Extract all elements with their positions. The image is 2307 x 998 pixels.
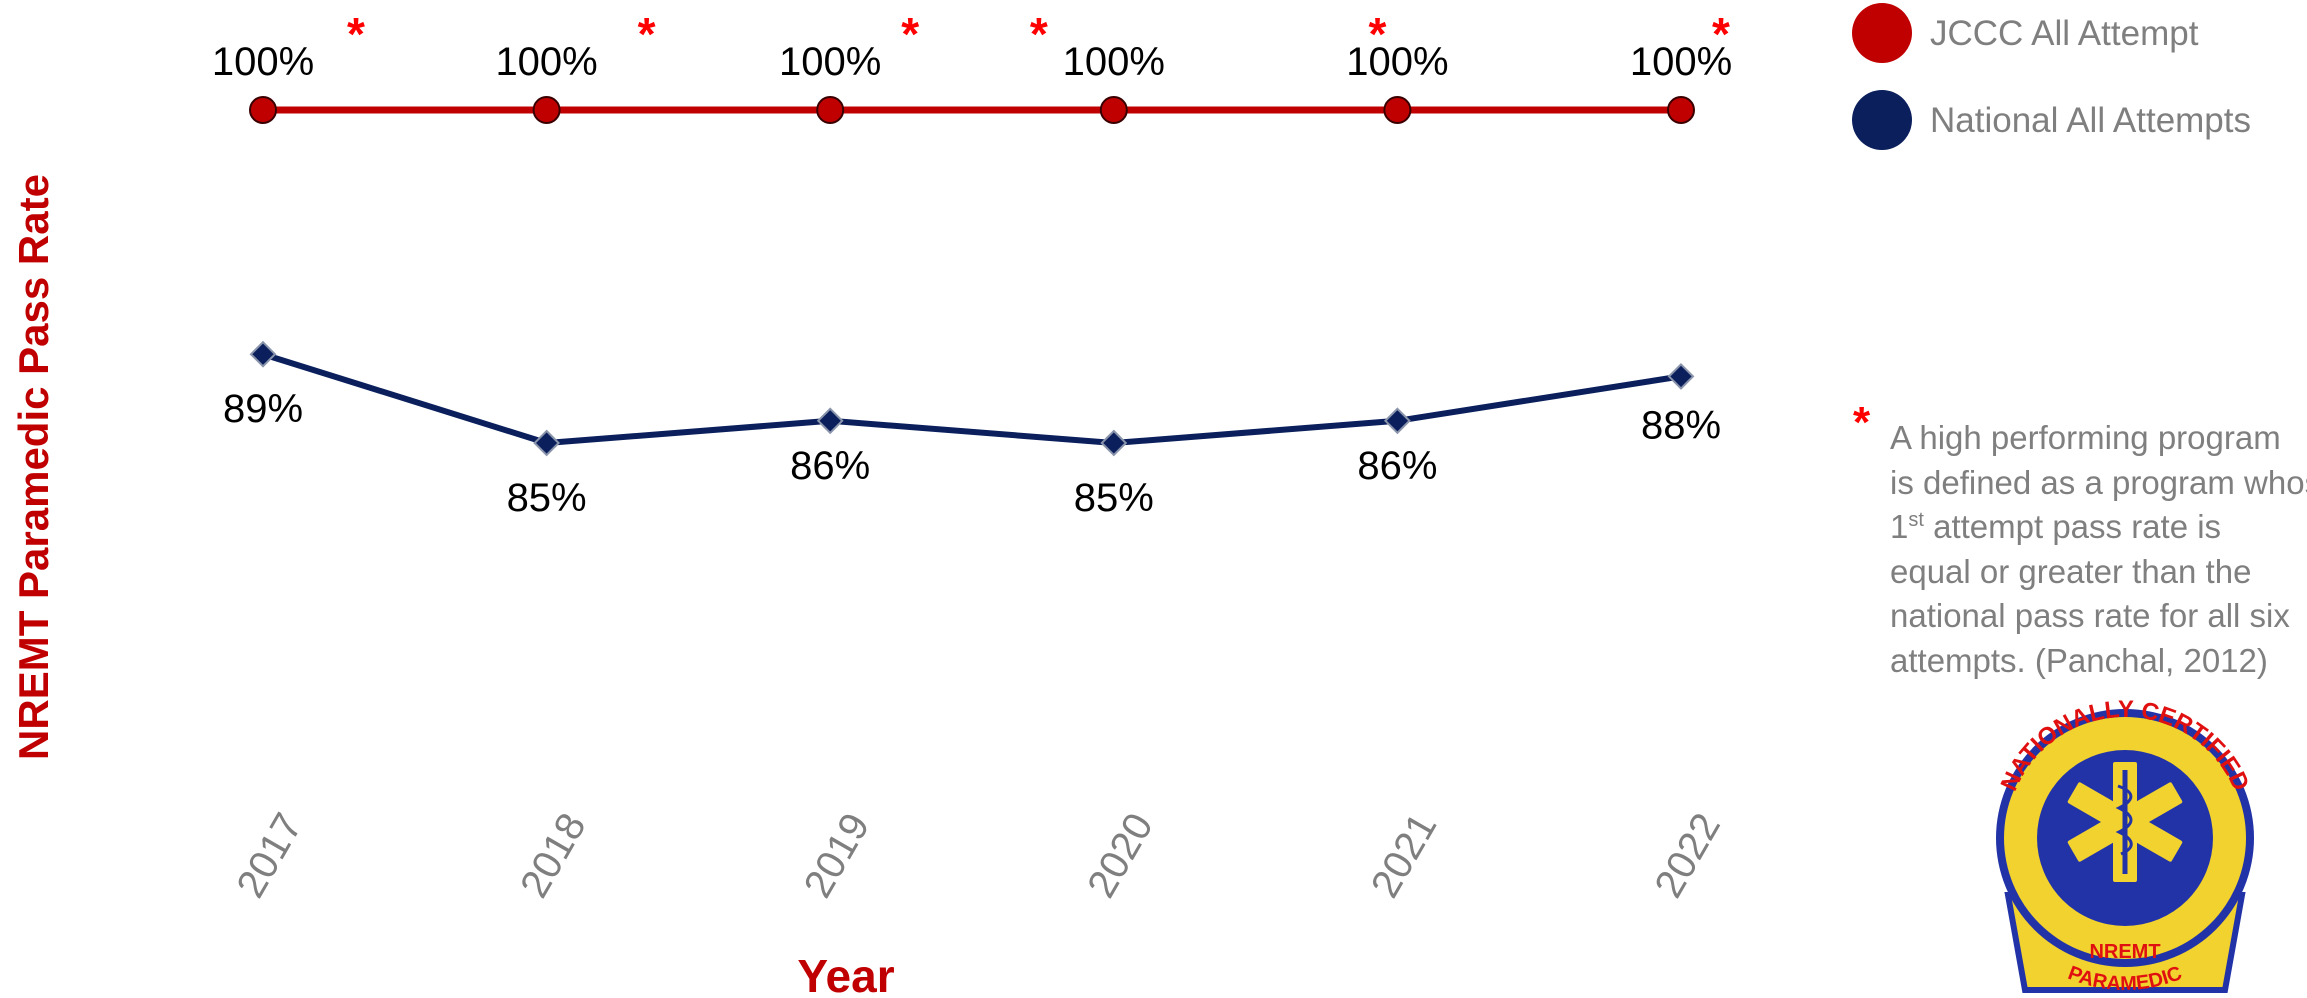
high-performing-asterisk: * <box>1030 8 1048 60</box>
x-tick-label: 2022 <box>1646 806 1729 905</box>
jccc-point <box>532 96 561 124</box>
legend-jccc-swatch <box>1852 3 1912 63</box>
national-point <box>533 429 561 457</box>
star-of-life-icon <box>2067 762 2183 882</box>
data-label: 100% <box>1063 40 1165 84</box>
plot-area: 2017 2018 2019 2020 2021 2022 100% 100% 100% 100%… <box>212 8 1732 905</box>
jccc-point <box>249 96 277 124</box>
note-line-1: A high performing program <box>1890 419 2281 456</box>
note-line-3: 1st attempt pass rate is <box>1890 508 2222 545</box>
data-label: 100% <box>1630 40 1732 84</box>
high-performing-asterisk: * <box>638 8 656 60</box>
data-label: 85% <box>507 476 587 520</box>
national-point <box>1100 429 1128 457</box>
national-point <box>249 340 277 368</box>
x-tick-label: 2018 <box>512 806 595 905</box>
data-label: 88% <box>1641 403 1721 447</box>
high-performing-asterisk: * <box>1712 8 1730 60</box>
high-performing-asterisk: * <box>347 8 365 60</box>
national-point <box>1383 407 1411 435</box>
data-label: 89% <box>223 387 303 431</box>
legend: JCCC All Attempt National All Attempts <box>1852 3 2251 150</box>
jccc-point <box>1667 96 1695 124</box>
high-performing-note: A high performing program is defined as … <box>1890 416 2307 683</box>
legend-national-swatch <box>1852 90 1912 150</box>
x-tick-label: 2017 <box>228 806 311 905</box>
note-line-5: national pass rate for all six <box>1890 597 2290 634</box>
jccc-point <box>816 96 845 124</box>
national-point <box>1667 362 1695 390</box>
legend-label: JCCC All Attempt <box>1930 14 2199 53</box>
badge-mid-text: NREMT <box>2089 941 2160 963</box>
x-tick-label: 2021 <box>1363 806 1446 905</box>
data-label: 86% <box>790 444 870 488</box>
national-series-line <box>262 351 1682 446</box>
nremt-paramedic-badge: NATIONALLY CERTIFIED NREMT PARAMEDIC <box>1996 696 2255 995</box>
data-label: 100% <box>212 40 314 84</box>
legend-label: National All Attempts <box>1930 101 2251 140</box>
data-label: 100% <box>779 40 881 84</box>
jccc-point <box>1383 96 1412 124</box>
data-label: 100% <box>495 40 597 84</box>
high-performing-asterisk: * <box>901 8 919 60</box>
note-asterisk: * <box>1853 398 1871 447</box>
y-axis-title: NREMT Paramedic Pass Rate <box>10 174 57 760</box>
x-axis-title: Year <box>797 950 894 998</box>
note-line-4: equal or greater than the <box>1890 552 2252 590</box>
jccc-point <box>1099 96 1128 124</box>
x-tick-label: 2020 <box>1079 806 1162 905</box>
data-label: 85% <box>1074 476 1154 520</box>
national-point <box>816 407 844 435</box>
data-label: 100% <box>1346 40 1448 84</box>
data-label: 86% <box>1357 444 1437 488</box>
high-performing-asterisk: * <box>1368 8 1386 60</box>
note-line-2: is defined as a program whose <box>1890 463 2307 501</box>
note-line-6: attempts. (Panchal, 2012) <box>1890 641 2268 679</box>
x-tick-label: 2019 <box>796 806 879 905</box>
